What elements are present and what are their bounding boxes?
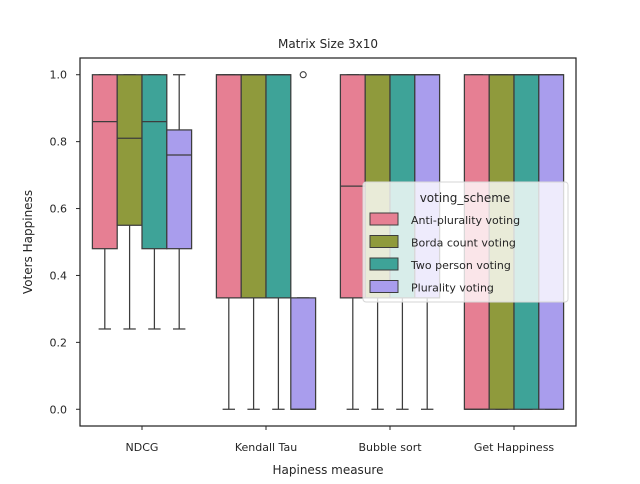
legend-swatch — [369, 257, 399, 271]
outlier-point — [299, 71, 307, 79]
legend-label: Borda count voting — [411, 237, 516, 250]
legend-label: Plurality voting — [411, 282, 494, 295]
box-anti-plurality-voting-ndcg — [91, 74, 118, 330]
legend-title: voting_scheme — [420, 191, 511, 205]
box-iqr — [290, 297, 317, 410]
legend-swatch — [369, 235, 399, 248]
box-two-person-voting-ndcg — [141, 74, 168, 330]
box-iqr — [240, 74, 267, 299]
x-tick-label: NDCG — [126, 441, 159, 454]
x-tick-label: Kendall Tau — [235, 441, 297, 454]
box-anti-plurality-voting-kendall-tau — [215, 74, 242, 410]
x-axis-ticks: NDCG Kendall Tau Bubble sort Get Happiness — [126, 426, 555, 454]
y-axis-label: Voters Happiness — [21, 190, 35, 294]
box-iqr — [215, 74, 242, 299]
legend-label: Two person voting — [410, 259, 511, 272]
box-iqr — [141, 74, 168, 250]
legend-swatch — [369, 212, 399, 226]
box-iqr — [166, 129, 193, 250]
chart-title: Matrix Size 3x10 — [278, 37, 378, 51]
legend-entry: Plurality voting — [369, 280, 494, 295]
box-plurality-voting-ndcg — [166, 74, 193, 330]
box-anti-plurality-voting-bubble-sort — [339, 74, 366, 410]
y-tick-label: 0.2 — [50, 336, 68, 349]
legend-frame — [362, 181, 569, 303]
y-tick-label: 1.0 — [50, 69, 68, 82]
box-borda-count-voting-ndcg — [116, 74, 143, 330]
y-tick-label: 0.0 — [50, 403, 68, 416]
legend-entry: Anti-plurality voting — [369, 212, 520, 227]
legend-label: Anti-plurality voting — [411, 214, 520, 227]
box-iqr — [116, 74, 143, 226]
x-tick-label: Bubble sort — [358, 441, 422, 454]
box-two-person-voting-kendall-tau — [265, 74, 292, 410]
y-axis-ticks: 0.0 0.2 0.4 0.6 0.8 1.0 — [50, 69, 80, 416]
box-plurality-voting-kendall-tau — [290, 71, 317, 410]
legend: voting_scheme Anti-plurality voting Borda… — [362, 181, 569, 303]
plot-frame — [79, 57, 577, 427]
box-borda-count-voting-kendall-tau — [240, 74, 267, 410]
y-tick-label: 0.6 — [50, 203, 68, 216]
legend-entry: Two person voting — [369, 257, 511, 272]
legend-entry: Borda count voting — [369, 235, 516, 250]
x-axis-label: Hapiness measure — [273, 463, 384, 477]
box-iqr — [265, 74, 292, 299]
x-tick-label: Get Happiness — [474, 441, 555, 454]
box-iqr — [91, 74, 118, 250]
legend-entries: Anti-plurality voting Borda count voting T… — [369, 212, 520, 295]
y-tick-label: 0.4 — [50, 269, 68, 282]
legend-swatch — [369, 280, 399, 293]
y-tick-label: 0.8 — [50, 136, 68, 149]
